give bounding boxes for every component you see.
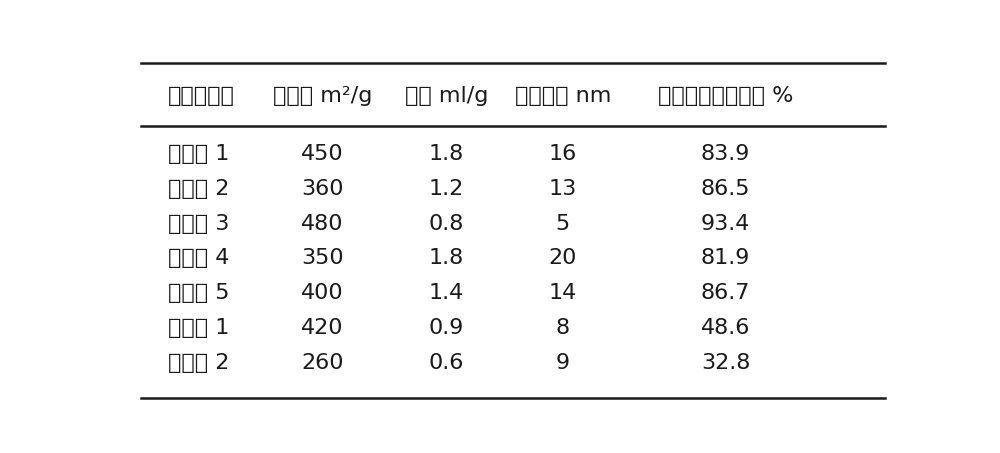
Text: 孔容 ml/g: 孔容 ml/g <box>405 86 488 106</box>
Text: 14: 14 <box>549 283 577 304</box>
Text: 350: 350 <box>301 248 344 269</box>
Text: 93.4: 93.4 <box>701 213 750 234</box>
Text: 对比例 2: 对比例 2 <box>168 353 229 373</box>
Text: 0.8: 0.8 <box>429 213 464 234</box>
Text: 最可几孔占总孔容 %: 最可几孔占总孔容 % <box>658 86 793 106</box>
Text: 81.9: 81.9 <box>701 248 750 269</box>
Text: 实施例 2: 实施例 2 <box>168 178 229 199</box>
Text: 比表面 m²/g: 比表面 m²/g <box>273 86 372 106</box>
Text: 1.4: 1.4 <box>429 283 464 304</box>
Text: 86.7: 86.7 <box>701 283 750 304</box>
Text: 83.9: 83.9 <box>701 144 750 164</box>
Text: 最可几孔 nm: 最可几孔 nm <box>515 86 611 106</box>
Text: 实施例编号: 实施例编号 <box>168 86 234 106</box>
Text: 86.5: 86.5 <box>701 178 750 199</box>
Text: 5: 5 <box>556 213 570 234</box>
Text: 400: 400 <box>301 283 344 304</box>
Text: 20: 20 <box>549 248 577 269</box>
Text: 360: 360 <box>301 178 344 199</box>
Text: 450: 450 <box>301 144 344 164</box>
Text: 420: 420 <box>301 318 344 338</box>
Text: 实施例 4: 实施例 4 <box>168 248 229 269</box>
Text: 0.9: 0.9 <box>429 318 464 338</box>
Text: 实施例 1: 实施例 1 <box>168 144 229 164</box>
Text: 1.2: 1.2 <box>429 178 464 199</box>
Text: 0.6: 0.6 <box>429 353 464 373</box>
Text: 260: 260 <box>301 353 344 373</box>
Text: 1.8: 1.8 <box>429 144 464 164</box>
Text: 480: 480 <box>301 213 344 234</box>
Text: 实施例 5: 实施例 5 <box>168 283 229 304</box>
Text: 8: 8 <box>556 318 570 338</box>
Text: 9: 9 <box>556 353 570 373</box>
Text: 13: 13 <box>549 178 577 199</box>
Text: 32.8: 32.8 <box>701 353 750 373</box>
Text: 对比例 1: 对比例 1 <box>168 318 229 338</box>
Text: 实施例 3: 实施例 3 <box>168 213 229 234</box>
Text: 16: 16 <box>549 144 577 164</box>
Text: 1.8: 1.8 <box>429 248 464 269</box>
Text: 48.6: 48.6 <box>701 318 750 338</box>
